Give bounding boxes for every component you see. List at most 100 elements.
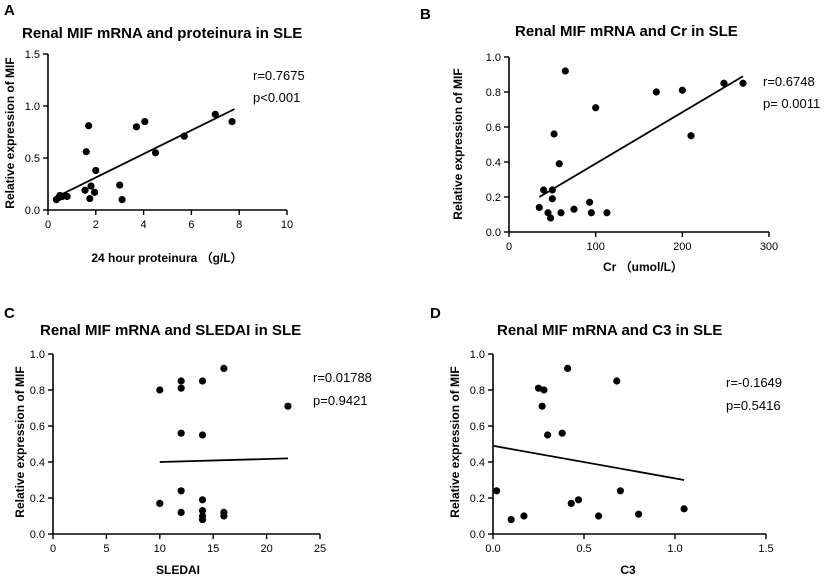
panel-c-data-point — [198, 516, 207, 524]
panel-b-x-tick-label: 300 — [760, 241, 778, 253]
panel-b-y-tick-label: 0.4 — [486, 157, 501, 169]
panel-a-data-point — [87, 182, 95, 190]
panel-d: D Renal MIF mRNA and C3 in SLE r=-0.1649… — [430, 305, 782, 577]
panel-d-data-point — [493, 487, 501, 495]
panel-c-regression-line — [159, 457, 288, 463]
panel-c-x-tick-label: 20 — [260, 543, 272, 555]
panel-b-x-tick-label: 0 — [506, 241, 512, 253]
panel-a-data-point — [211, 110, 219, 118]
panel-b-regression-line — [538, 75, 744, 198]
panel-d-letter: D — [430, 305, 441, 322]
panel-b-data-point — [720, 79, 728, 87]
panel-b-y-tick-label: 0.0 — [486, 227, 501, 239]
panel-d-data-point — [574, 496, 583, 504]
panel-a-plot: 0 2 4 6 8 10 0.0 0.5 1.0 1.5 — [25, 49, 293, 231]
panel-a-y-tick-label: 0.5 — [25, 153, 40, 165]
panel-c-y-tick-label: 0.2 — [30, 493, 45, 505]
panel-b-x-label: Cr （umol/L） — [603, 259, 683, 274]
panel-d-stat-p: p=0.5416 — [726, 398, 781, 413]
panel-a-data-point — [92, 166, 100, 175]
panel-d-regression-line — [492, 444, 685, 481]
panel-b-plot: 0 100 200 300 0.0 0.2 0.4 0.6 0.8 1.0 — [486, 52, 778, 253]
panel-c-stat-p: p=0.9421 — [313, 393, 368, 408]
panel-b-data-point — [555, 160, 563, 168]
panel-c-plot: 0 5 10 15 20 25 0.0 0.2 0.4 0.6 0.8 1.0 — [30, 349, 326, 555]
panel-c-x-tick-label: 10 — [154, 543, 166, 555]
panel-d-data-point — [534, 384, 543, 392]
panel-b-y-tick-label: 1.0 — [486, 52, 501, 64]
panel-b-data-point — [586, 198, 594, 206]
panel-a-stat-p: p<0.001 — [253, 90, 300, 105]
panel-a-data-point — [63, 192, 71, 201]
panel-a-title: Renal MIF mRNA and proteinura in SLE — [22, 25, 302, 42]
panel-c-x-tick-label: 0 — [50, 543, 56, 555]
panel-a: A Renal MIF mRNA and proteinura in SLE r… — [3, 2, 305, 265]
panel-b-title: Renal MIF mRNA and Cr in SLE — [515, 23, 738, 40]
panel-d-data-point — [635, 510, 643, 518]
panel-c-data-point — [284, 402, 292, 410]
panel-a-data-point — [85, 122, 93, 130]
panel-d-data-point — [680, 505, 688, 513]
panel-c-data-point — [177, 384, 185, 392]
panel-a-x-tick-label: 8 — [236, 219, 242, 231]
panel-b-data-point — [687, 132, 695, 140]
panel-c-data-point — [220, 512, 228, 520]
panel-b-data-point — [739, 79, 747, 87]
panel-c-data-point — [177, 508, 185, 516]
panel-d-x-tick-label: 1.5 — [758, 543, 773, 555]
panel-d-data-point — [567, 499, 575, 507]
panel-d-data-point — [594, 512, 603, 520]
panel-d-y-tick-label: 1.0 — [470, 349, 485, 361]
panel-d-data-point — [613, 377, 621, 385]
panel-a-y-tick-label: 1.5 — [25, 49, 40, 61]
panel-a-data-point — [91, 188, 99, 196]
panel-c-y-label: Relative expression of MIF — [13, 366, 27, 517]
panel-c-data-point — [177, 377, 185, 385]
panel-c-x-label: SLEDAI — [156, 563, 200, 577]
panel-c-data-point — [156, 499, 164, 507]
panel-b-letter: B — [420, 6, 431, 23]
panel-b-data-point — [561, 67, 569, 75]
panel-c-y-tick-label: 0.8 — [30, 385, 45, 397]
panel-a-data-point — [82, 148, 90, 156]
panel-c-data-point — [177, 487, 185, 495]
panel-a-letter: A — [4, 2, 15, 19]
panel-b: B Renal MIF mRNA and Cr in SLE r=0.6748 … — [420, 6, 820, 274]
panel-b-stat-r: r=0.6748 — [763, 74, 815, 89]
panel-d-x-tick-label: 0.5 — [576, 543, 591, 555]
panel-d-data-point — [558, 429, 566, 437]
panel-c-x-tick-label: 5 — [103, 543, 109, 555]
panel-b-data-point — [548, 195, 556, 203]
panel-c-data-point — [198, 377, 207, 385]
panel-c-stat-r: r=0.01788 — [313, 370, 372, 385]
panel-a-stat-r: r=0.7675 — [253, 68, 305, 83]
panel-d-data-point — [538, 402, 546, 410]
panel-c-y-tick-label: 0.0 — [30, 529, 45, 541]
panel-b-y-tick-label: 0.6 — [486, 122, 501, 134]
panel-b-data-point — [550, 130, 558, 138]
panel-a-data-point — [118, 196, 126, 204]
panel-a-data-point — [141, 118, 149, 126]
panel-d-y-tick-label: 0.4 — [470, 457, 485, 469]
panel-d-data-point — [520, 512, 528, 520]
panel-c-data-point — [198, 496, 207, 504]
panel-b-data-point — [548, 186, 556, 194]
panel-d-y-tick-label: 0.8 — [470, 385, 485, 397]
panel-c-letter: C — [4, 305, 15, 322]
panel-c-data-point — [198, 431, 207, 439]
panel-b-data-point — [678, 86, 686, 94]
panel-a-x-tick-label: 10 — [281, 219, 293, 231]
panel-b-data-point — [540, 186, 548, 194]
panel-b-y-tick-label: 0.8 — [486, 87, 501, 99]
panel-a-x-tick-label: 0 — [45, 219, 51, 231]
panel-b-data-point — [547, 214, 555, 222]
panel-d-y-tick-label: 0.6 — [470, 421, 485, 433]
panel-b-stat-p: p= 0.0011 — [763, 96, 820, 111]
panel-d-data-point — [564, 364, 572, 372]
panel-d-x-tick-label: 1.0 — [667, 543, 682, 555]
panel-a-regression-line — [54, 108, 235, 199]
panel-a-x-tick-label: 2 — [93, 219, 99, 231]
panel-a-x-tick-label: 6 — [188, 219, 194, 231]
panel-a-x-tick-label: 4 — [141, 219, 147, 231]
